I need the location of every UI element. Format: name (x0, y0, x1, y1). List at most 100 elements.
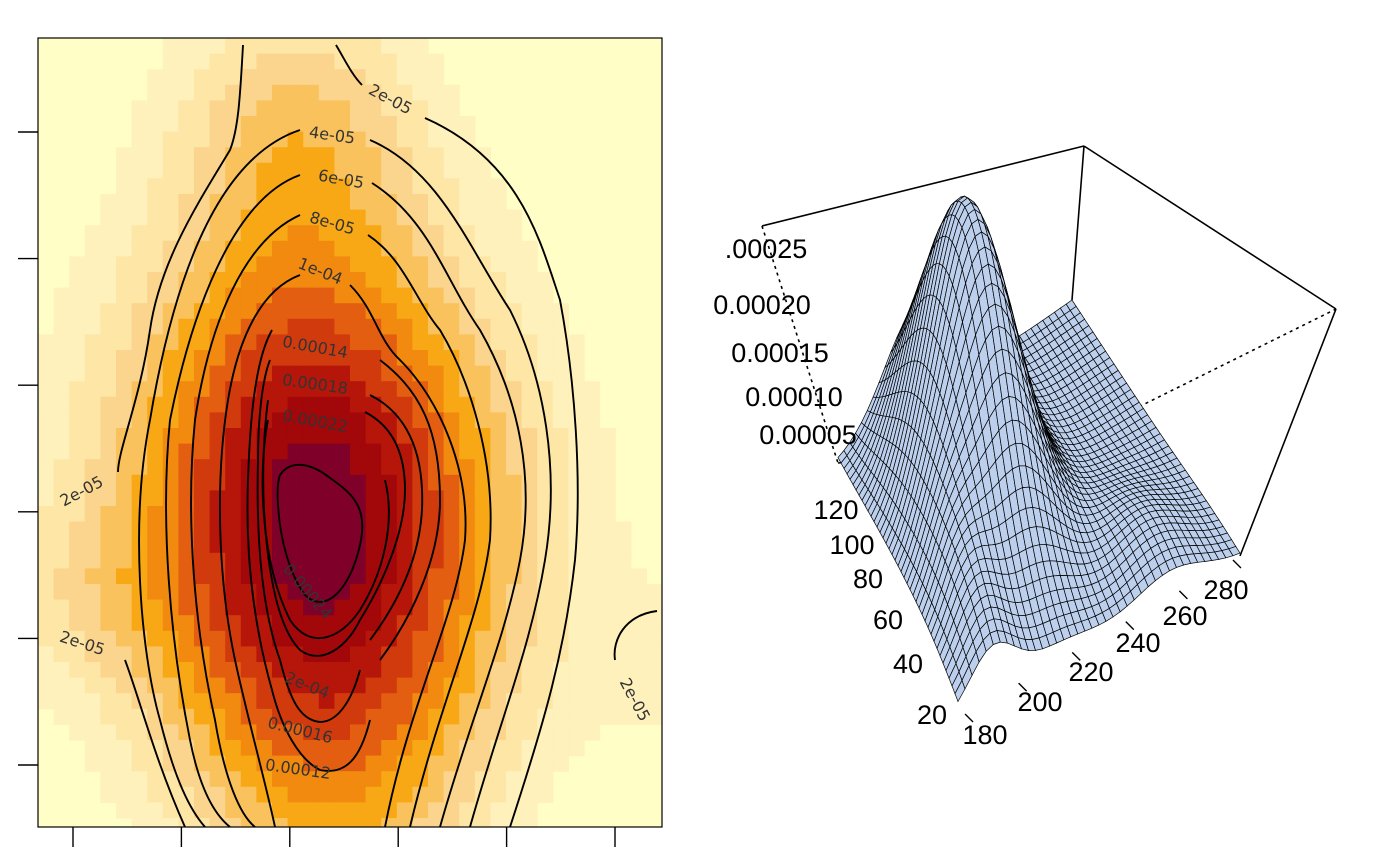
density-cell (474, 599, 491, 616)
density-cell (69, 350, 86, 367)
density-cell (162, 350, 179, 367)
density-cell (428, 69, 445, 86)
density-cell (350, 272, 367, 289)
density-cell (584, 443, 601, 460)
density-cell (303, 240, 320, 257)
density-cell (209, 381, 226, 398)
density-cell (100, 474, 117, 491)
density-cell (381, 818, 398, 827)
density-cell (194, 552, 211, 569)
density-cell (194, 100, 211, 117)
density-cell (194, 693, 211, 710)
density-cell (69, 552, 86, 569)
density-cell (490, 771, 507, 788)
density-cell (506, 708, 523, 725)
density-cell (256, 84, 273, 101)
density-cell (552, 599, 569, 616)
density-cell (506, 662, 523, 679)
density-cell (209, 443, 226, 460)
density-cell (225, 209, 242, 226)
density-cell (225, 818, 242, 827)
density-cell (428, 521, 445, 538)
density-cell (178, 818, 195, 827)
density-cell (365, 209, 382, 226)
y3d-tick-label: 120 (813, 495, 858, 525)
density-cell (584, 724, 601, 741)
z-tick-label: 0.00005 (759, 420, 857, 450)
density-cell (84, 428, 101, 445)
density-cell (272, 412, 289, 429)
density-cell (350, 490, 367, 507)
density-cell (287, 318, 304, 335)
density-cell (521, 662, 538, 679)
density-cell (287, 147, 304, 164)
density-cell (53, 506, 70, 523)
density-bands (38, 38, 662, 827)
density-cell (646, 584, 662, 601)
density-cell (100, 677, 117, 694)
density-cell (381, 240, 398, 257)
density-cell (84, 272, 101, 289)
density-cell (131, 131, 148, 148)
density-cell (334, 646, 351, 663)
density-cell (194, 162, 211, 179)
density-cell (240, 584, 257, 601)
density-cell (490, 194, 507, 211)
density-cell (162, 818, 179, 827)
density-cell (568, 740, 585, 757)
density-cell (521, 724, 538, 741)
density-cell (100, 490, 117, 507)
density-cell (287, 630, 304, 647)
density-cell (116, 677, 133, 694)
density-cell (303, 396, 320, 413)
density-cell (84, 256, 101, 273)
density-cell (396, 724, 413, 741)
density-cell (194, 272, 211, 289)
density-cell (116, 552, 133, 569)
density-cell (412, 38, 429, 55)
density-cell (365, 506, 382, 523)
density-cell (443, 646, 460, 663)
density-cell (116, 240, 133, 257)
density-cell (194, 740, 211, 757)
density-cell (147, 818, 164, 827)
density-cell (303, 53, 320, 70)
density-cell (318, 69, 335, 86)
density-cell (334, 693, 351, 710)
density-cell (225, 194, 242, 211)
density-cell (412, 100, 429, 117)
density-cell (490, 381, 507, 398)
density-cell (396, 287, 413, 304)
density-cell (412, 818, 429, 827)
density-cell (178, 240, 195, 257)
density-cell (537, 474, 554, 491)
density-cell (303, 209, 320, 226)
density-cell (443, 303, 460, 320)
density-cell (365, 256, 382, 273)
density-cell (225, 537, 242, 554)
density-cell (209, 412, 226, 429)
density-cell (599, 443, 616, 460)
density-cell (428, 474, 445, 491)
density-cell (194, 771, 211, 788)
density-cell (147, 147, 164, 164)
density-cell (396, 802, 413, 819)
density-cell (365, 116, 382, 133)
density-cell (490, 334, 507, 351)
density-cell (116, 459, 133, 476)
density-cell (178, 646, 195, 663)
density-cell (443, 568, 460, 585)
density-cell (459, 412, 476, 429)
contour-line (349, 284, 467, 827)
x3d-tick (964, 713, 974, 723)
density-cell (287, 802, 304, 819)
density-cell (599, 537, 616, 554)
density-cell (318, 786, 335, 803)
density-cell (584, 474, 601, 491)
density-cell (194, 84, 211, 101)
density-cell (116, 599, 133, 616)
density-cell (194, 802, 211, 819)
density-cell (318, 84, 335, 101)
density-cell (256, 287, 273, 304)
density-cell (147, 365, 164, 382)
